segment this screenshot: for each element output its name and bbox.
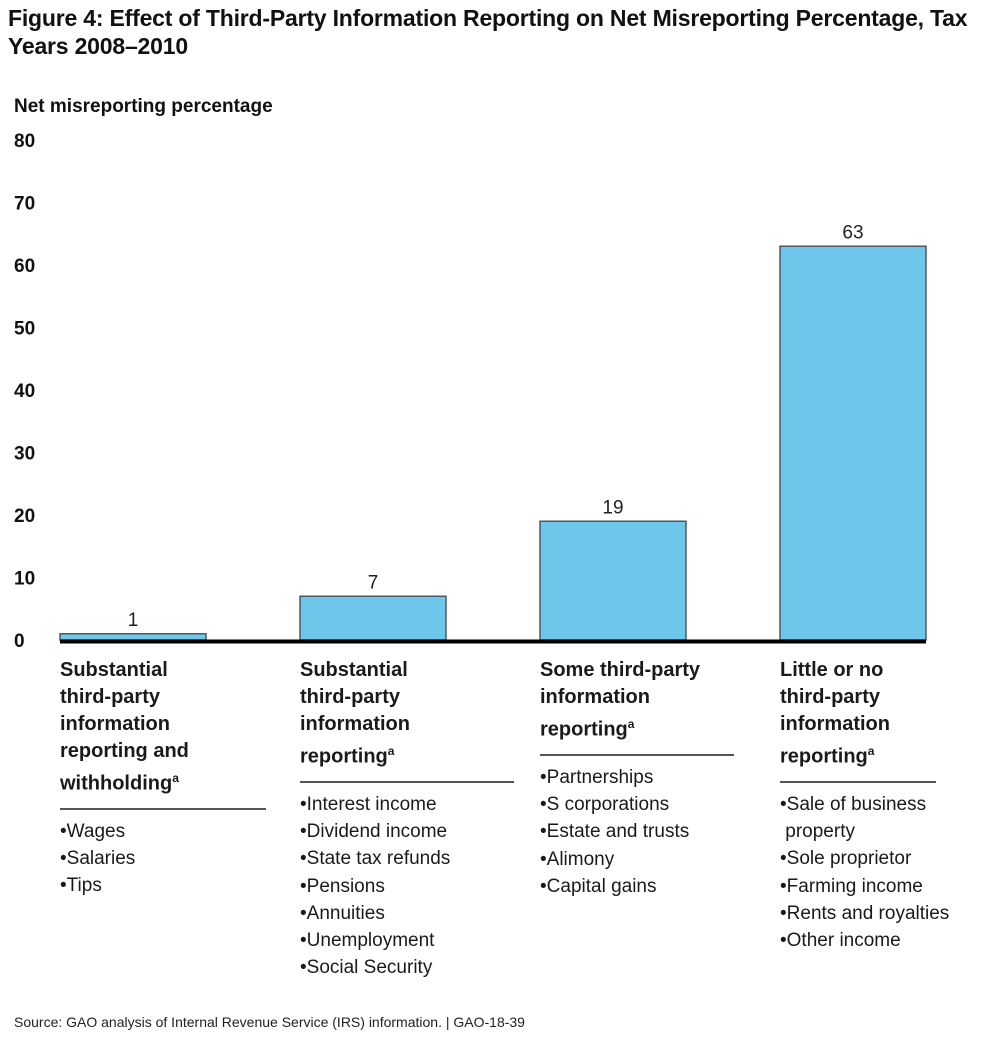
category-title-line: Substantial [300,659,408,681]
bar [539,520,687,641]
data-labels: 1 7 19 63 [128,222,864,631]
category-list-item: •Alimony [540,848,615,870]
category-list-item: •Sale of business [780,793,927,815]
footnote-marker: a [172,771,179,785]
category-list-item: •Annuities [300,902,385,924]
y-tick-label: 10 [14,569,35,590]
category-title: Little or no third-party information report… [780,657,998,771]
y-tick-label: 40 [14,381,35,402]
category-divider [60,807,266,810]
data-label: 7 [368,572,379,593]
category-title-line: reportinga [540,717,635,741]
category-divider [540,753,734,756]
y-tick-label: 20 [14,506,35,527]
category-list-item: •Other income [780,930,901,952]
category-list-item: •Estate and trusts [540,821,690,843]
category-title-line: third-party [60,686,160,708]
data-label: 63 [842,222,863,243]
category-title: Substantial third-party information reporti… [300,657,530,771]
category-title-line: withholdinga [60,771,179,795]
y-axis-ticks: 0 10 20 30 40 50 60 70 80 [14,131,35,652]
category-title: Substantial third-party information reporti… [60,657,290,798]
category-list-item: •State tax refunds [300,848,451,870]
category-block: Substantial third-party information reporti… [60,657,290,900]
figure-title: Figure 4: Effect of Third-Party Informat… [8,5,968,59]
source-note: Source: GAO analysis of Internal Revenue… [14,1014,525,1030]
y-tick-label: 30 [14,444,35,465]
footnote-marker: a [387,744,395,758]
category-title-line: Some third-party [540,659,701,681]
category-title-line: information [780,713,890,735]
category-list-item: •Social Security [300,957,433,979]
y-tick-label: 50 [14,319,35,340]
category-list-item: •Wages [60,820,126,842]
bar [59,633,207,641]
data-label: 19 [602,497,623,518]
category-list-item: •Pensions [300,875,385,897]
category-title-line: reporting and [60,740,189,762]
bars [59,245,927,641]
category-title-line: third-party [300,686,400,708]
category-title-line: information [540,686,650,708]
category-divider [780,780,936,783]
category-list-item: •Partnerships [540,766,654,788]
category-list-item: •Sole proprietor [780,848,912,870]
category-list-item: •Salaries [60,847,136,869]
category-title-line: reportinga [300,744,395,768]
data-label: 1 [128,610,139,631]
bar-chart: 0 10 20 30 40 50 60 70 80 1 7 19 63 [14,131,927,652]
category-block: Some third-party information reportinga •Pa… [540,657,770,900]
category-list-item: •Interest income [300,793,437,815]
category-block: Substantial third-party information reporti… [300,657,530,982]
category-title: Some third-party information reportinga [540,657,770,744]
category-title-line: reportinga [780,744,875,768]
y-axis-label: Net misreporting percentage [14,96,273,117]
category-block: Little or no third-party information report… [780,657,998,954]
y-tick-label: 70 [14,194,35,215]
y-tick-label: 80 [14,131,35,152]
bar [299,595,447,641]
category-list-item: •Rents and royalties [780,902,950,924]
category-list-item: •Tips [60,875,102,897]
bar [779,245,927,641]
category-list-item: property [780,820,855,842]
category-list-item: •Capital gains [540,875,657,897]
category-title-line: information [300,713,410,735]
footnote-marker: a [627,717,635,731]
category-divider [300,780,514,783]
y-tick-label: 0 [14,631,25,652]
category-list-item: •Unemployment [300,930,435,952]
category-list-item: •Dividend income [300,820,448,842]
category-title-line: Little or no [780,659,884,681]
y-tick-label: 60 [14,256,35,277]
category-title-line: Substantial [60,659,168,681]
category-list-item: •Farming income [780,875,923,897]
category-list-item: •S corporations [540,793,670,815]
category-title-line: information [60,713,170,735]
footnote-marker: a [867,744,875,758]
category-title-line: third-party [780,686,880,708]
